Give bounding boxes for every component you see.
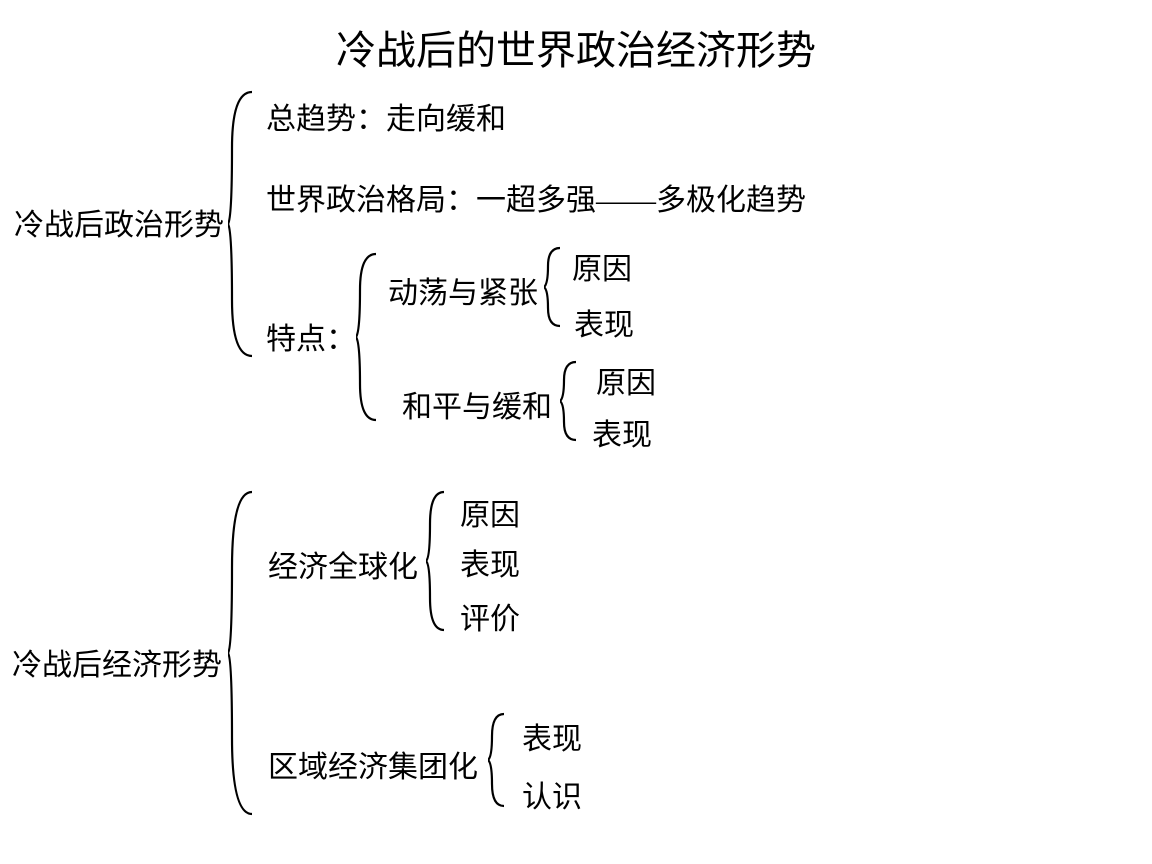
- globalization-eval: 评价: [460, 594, 520, 638]
- political-features-label: 特点：: [266, 314, 356, 358]
- brace-political: [228, 88, 258, 360]
- brace-turbulence: [544, 244, 566, 330]
- political-trend: 总趋势：走向缓和: [266, 94, 506, 138]
- feature-turbulence-label: 动荡与紧张: [388, 268, 538, 312]
- globalization-manifest: 表现: [460, 540, 520, 584]
- page-title: 冷战后的世界政治经济形势: [0, 18, 1152, 76]
- economic-label: 冷战后经济形势: [12, 640, 222, 684]
- regional-understand: 认识: [522, 772, 582, 816]
- brace-globalization: [426, 488, 450, 634]
- brace-economic: [228, 488, 258, 818]
- peace-manifest: 表现: [592, 410, 652, 454]
- political-label: 冷战后政治形势: [14, 200, 224, 244]
- turbulence-reason: 原因: [572, 244, 632, 288]
- globalization-label: 经济全球化: [268, 542, 418, 586]
- peace-reason: 原因: [596, 358, 656, 402]
- brace-features: [356, 250, 382, 424]
- brace-peace: [560, 358, 582, 444]
- brace-regional: [488, 710, 510, 810]
- feature-peace-label: 和平与缓和: [402, 382, 552, 426]
- globalization-reason: 原因: [460, 490, 520, 534]
- political-pattern: 世界政治格局：一超多强——多极化趋势: [266, 175, 806, 219]
- regional-manifest: 表现: [522, 714, 582, 758]
- regional-label: 区域经济集团化: [268, 742, 478, 786]
- turbulence-manifest: 表现: [574, 300, 634, 344]
